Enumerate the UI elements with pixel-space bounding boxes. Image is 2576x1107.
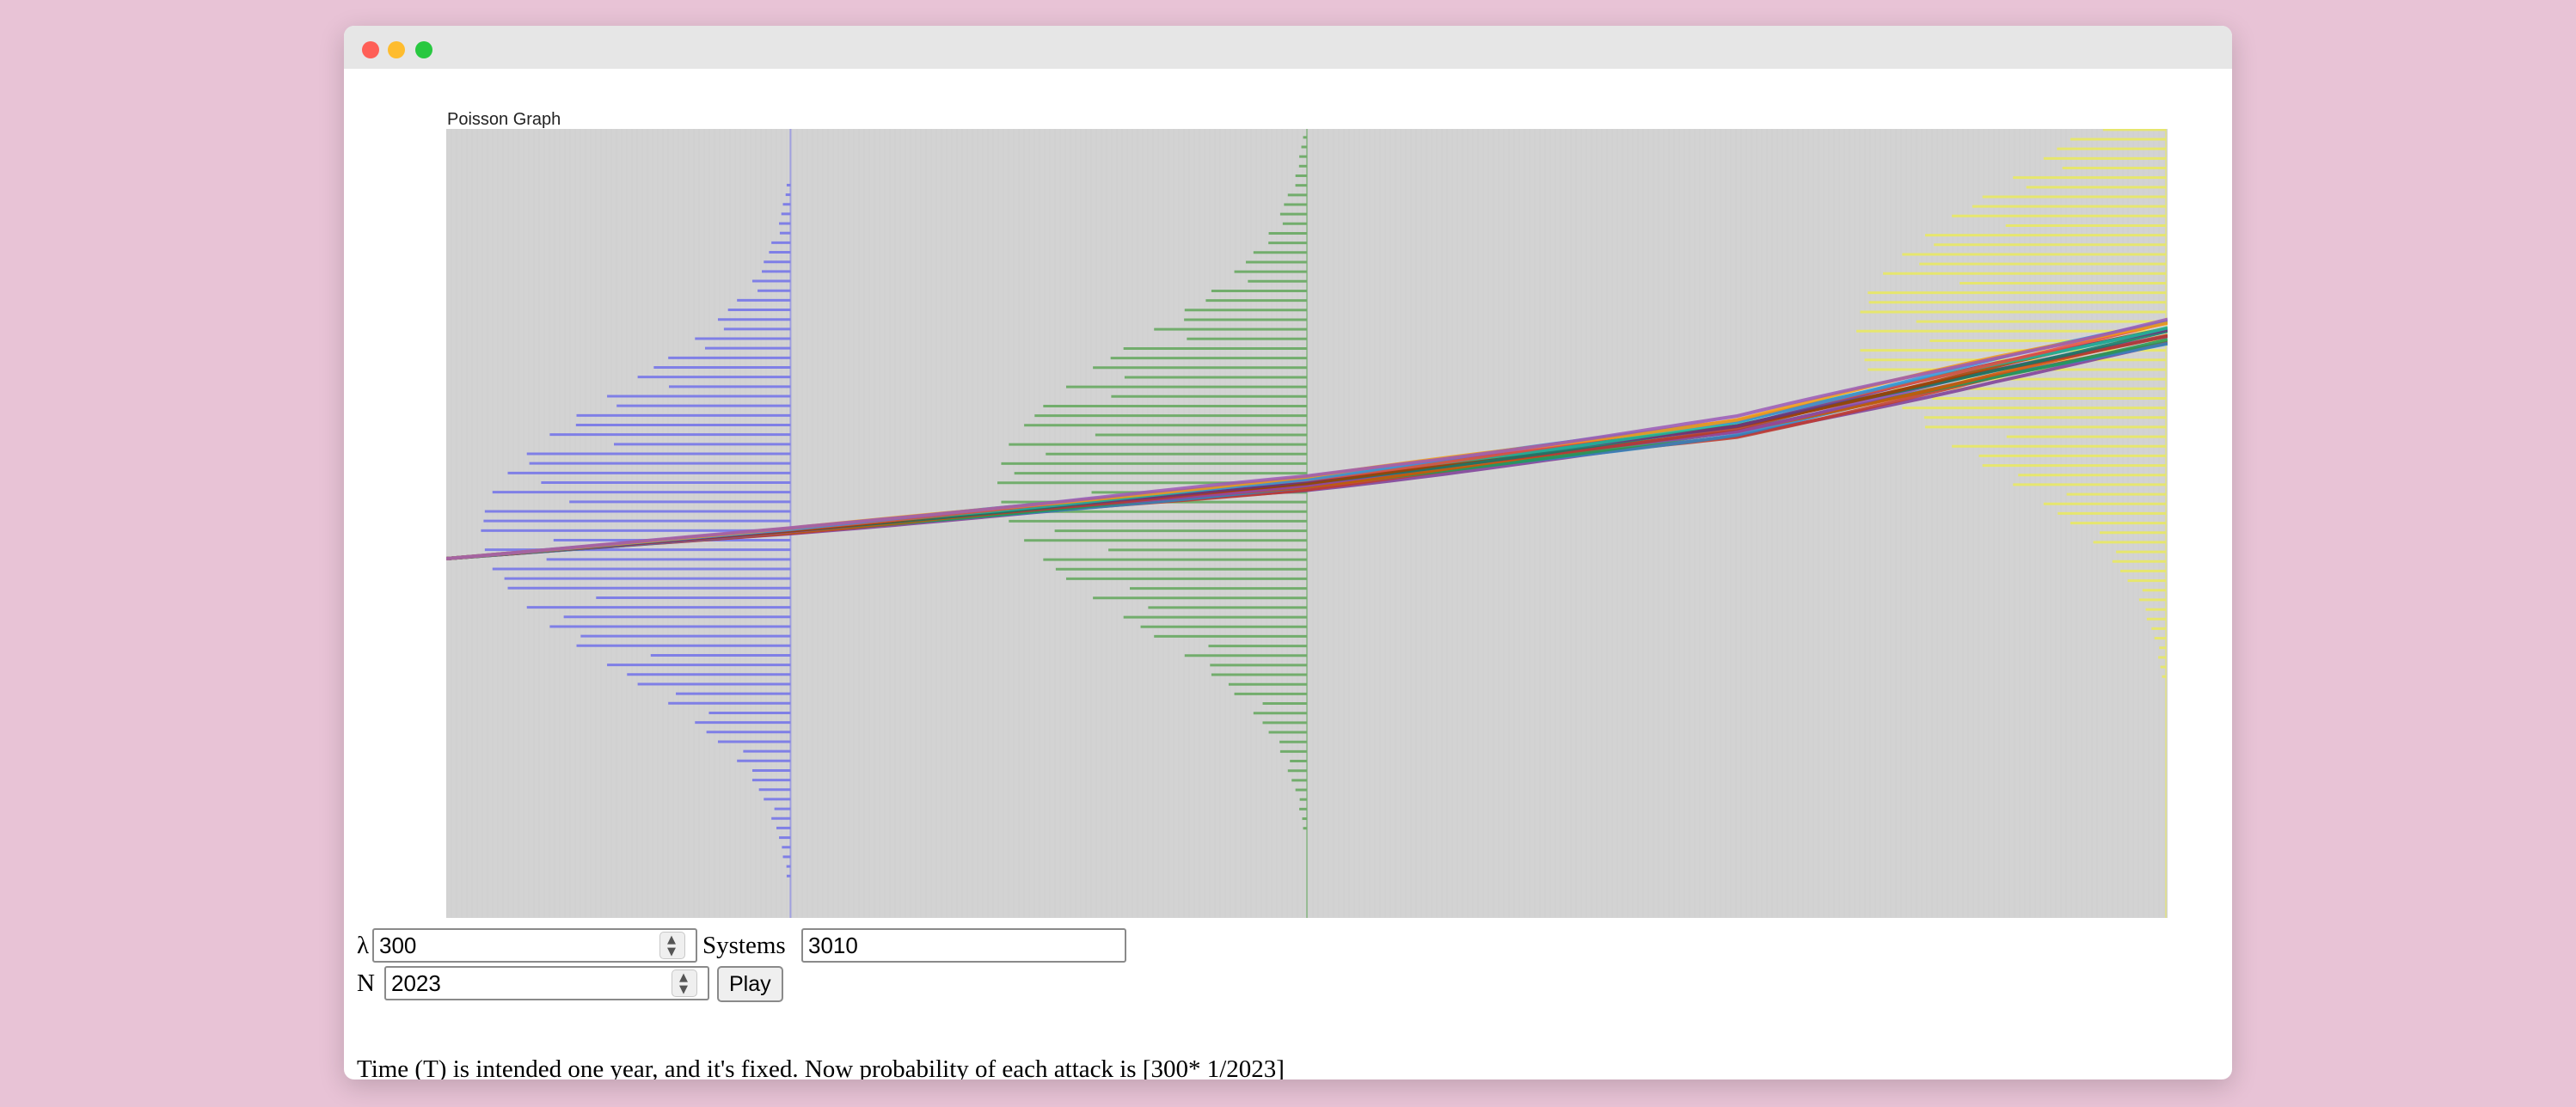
stepper-up-icon[interactable]: ▲	[667, 933, 676, 946]
stepper-down-icon[interactable]: ▼	[667, 945, 676, 958]
close-window-button[interactable]	[362, 41, 379, 58]
lambda-label: λ	[357, 932, 370, 959]
lambda-stepper[interactable]: ▲ ▼	[659, 932, 685, 959]
stepper-up-icon[interactable]: ▲	[679, 971, 688, 984]
poisson-chart	[446, 129, 2168, 918]
n-label: N	[357, 969, 375, 997]
systems-label: Systems	[702, 932, 786, 959]
chart-title: Poisson Graph	[447, 110, 561, 129]
stepper-down-icon[interactable]: ▼	[679, 983, 688, 996]
minimize-window-button[interactable]	[388, 41, 405, 58]
systems-input[interactable]	[801, 928, 1126, 963]
maximize-window-button[interactable]	[415, 41, 432, 58]
explanation-text: Time (T) is intended one year, and it's …	[357, 1055, 1285, 1079]
n-input[interactable]	[384, 966, 709, 1000]
sample-path-line	[446, 317, 2168, 560]
title-bar	[344, 26, 2232, 69]
lambda-input[interactable]	[372, 928, 697, 963]
play-button[interactable]: Play	[717, 966, 783, 1002]
n-stepper[interactable]: ▲ ▼	[672, 969, 697, 997]
browser-window: Poisson Graph λ ▲ ▼ Systems N ▲ ▼ Play T…	[344, 26, 2232, 1079]
poisson-chart-svg	[446, 129, 2168, 918]
